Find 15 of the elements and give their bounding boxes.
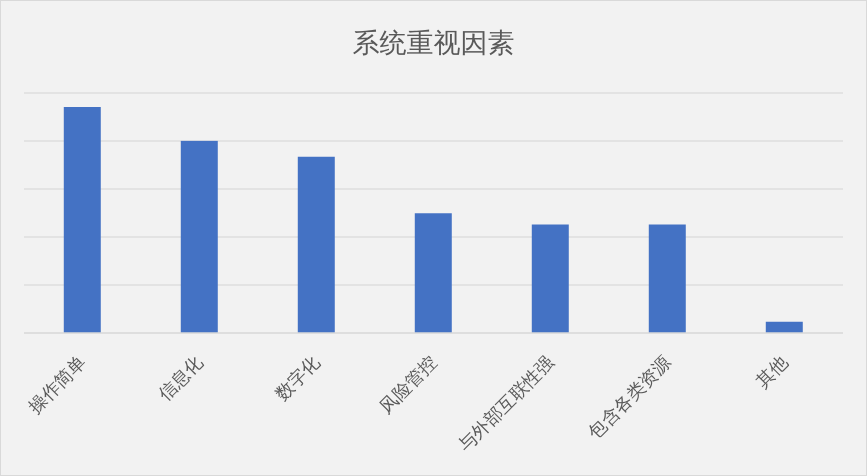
- x-tick-label: 与外部互联性强: [454, 352, 558, 456]
- x-tick-label: 信息化: [154, 352, 208, 406]
- x-tick-label: 风险管控: [376, 352, 442, 418]
- x-tick-label: 操作简单: [24, 352, 90, 418]
- bar: [648, 224, 686, 333]
- chart-title: 系统重视因素: [352, 27, 516, 61]
- x-tick-label: 数字化: [271, 352, 324, 406]
- bar: [298, 156, 335, 333]
- x-tick-label: 包含各类资源: [584, 352, 676, 444]
- bar: [64, 107, 101, 333]
- bar: [180, 140, 218, 333]
- bar: [532, 224, 569, 333]
- x-tick-label: 其他: [752, 352, 792, 392]
- bar: [766, 322, 803, 333]
- bar: [414, 213, 452, 333]
